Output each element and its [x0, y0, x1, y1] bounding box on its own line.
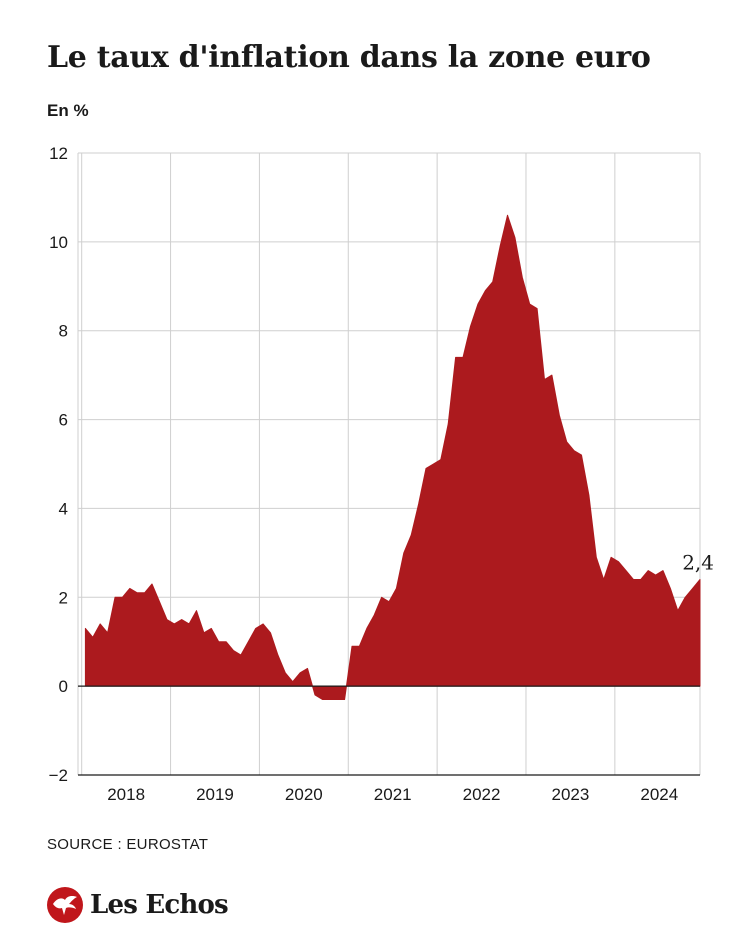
last-value-annotation: 2,4: [682, 551, 714, 575]
les-echos-logo[interactable]: Les Echos: [47, 887, 229, 923]
source-note: SOURCE : EUROSTAT: [47, 836, 209, 853]
y-tick-label: 12: [49, 144, 68, 163]
inflation-area-chart: −2 0 2 4 6 8 10 12 2018 2019 2020 2021 2022 2023 2024 2…: [49, 144, 714, 804]
y-tick-label: 2: [59, 588, 68, 607]
y-tick-label: 10: [49, 233, 68, 252]
x-tick-label: 2024: [640, 785, 678, 804]
y-tick-label: 6: [59, 411, 68, 430]
les-echos-wordmark: Les Echos: [90, 890, 229, 920]
unit-label: En %: [47, 101, 89, 120]
x-tick-label: 2023: [552, 785, 590, 804]
les-echos-eagle-icon: [47, 887, 83, 923]
y-tick-label: 0: [59, 677, 68, 696]
chart-title: Le taux d'inflation dans la zone euro: [47, 40, 651, 75]
x-tick-label: 2018: [107, 785, 145, 804]
inflation-area: [84, 214, 701, 700]
y-tick-label: −2: [49, 766, 68, 785]
x-tick-label: 2021: [374, 785, 412, 804]
y-tick-label: 4: [59, 499, 68, 518]
x-tick-label: 2020: [285, 785, 323, 804]
y-tick-label: 8: [59, 322, 68, 341]
x-tick-label: 2022: [463, 785, 501, 804]
x-tick-label: 2019: [196, 785, 234, 804]
